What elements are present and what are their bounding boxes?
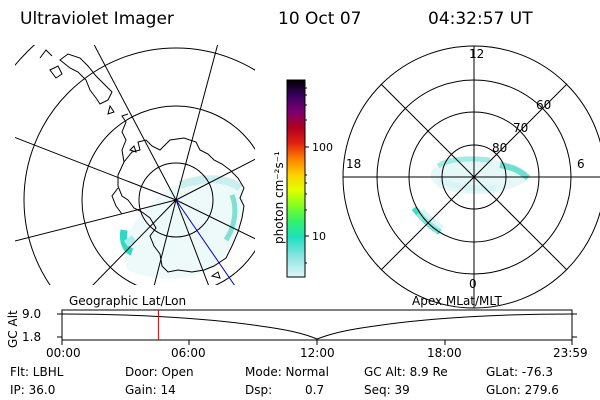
- mlat-label-80: 80: [492, 141, 508, 155]
- colorbar: [286, 79, 309, 278]
- status-dsp-value: 0.7: [305, 383, 325, 397]
- geographic-caption: Geographic Lat/Lon: [69, 294, 187, 308]
- status-seq: Seq: 39: [364, 383, 410, 397]
- timeline-xtick-0000: 00:00: [46, 346, 81, 360]
- timeline-axis-title: GC Alt: [6, 310, 20, 348]
- status-door: Door: Open: [125, 365, 194, 379]
- terminator-line: [175, 199, 235, 285]
- date-label: 10 Oct 07: [278, 9, 362, 29]
- timeline-xtick-1200: 12:00: [300, 346, 335, 360]
- status-gain: Gain: 14: [125, 383, 176, 397]
- status-gc-alt: GC Alt: 8.9 Re: [364, 365, 448, 379]
- colorbar-unit-label: photon cm⁻²s⁻¹: [272, 151, 286, 244]
- mlt-label-0: 0: [469, 277, 477, 291]
- timeline-ytick-9: 9.0: [22, 307, 42, 321]
- status-glon: GLon: 279.6: [486, 383, 559, 397]
- mlt-label-12: 12: [469, 47, 485, 61]
- apex-caption: Apex MLat/MLT: [412, 294, 502, 308]
- mlt-label-6: 6: [577, 157, 585, 171]
- mlat-label-60: 60: [536, 98, 552, 112]
- geographic-map: [15, 45, 255, 285]
- continent-outline: [117, 137, 245, 273]
- status-filter: Flt: LBHL: [10, 365, 64, 379]
- altitude-timeline: [57, 309, 577, 345]
- timeline-ytick-1-8: 1.8: [22, 330, 42, 344]
- timeline-xtick-2359: 23:59: [553, 346, 588, 360]
- latitude-circles: [15, 45, 255, 285]
- longitude-lines: [15, 45, 255, 285]
- mlt-label-18: 18: [346, 157, 362, 171]
- status-mode: Mode: Normal: [245, 365, 329, 379]
- magnetic-map: [342, 45, 600, 309]
- timeline-xtick-0600: 06:00: [171, 346, 206, 360]
- colorbar-tick-10: 10: [312, 230, 326, 243]
- status-ip: IP: 36.0: [10, 383, 56, 397]
- colorbar-tick-100: 100: [312, 141, 333, 154]
- instrument-title: Ultraviolet Imager: [20, 9, 174, 29]
- status-glat: GLat: -76.3: [486, 365, 553, 379]
- time-label: 04:32:57 UT: [428, 9, 533, 29]
- timeline-xtick-1800: 18:00: [427, 346, 462, 360]
- mlat-label-70: 70: [513, 121, 529, 135]
- aurora-left: [120, 175, 244, 279]
- status-dsp-label: Dsp:: [245, 383, 273, 397]
